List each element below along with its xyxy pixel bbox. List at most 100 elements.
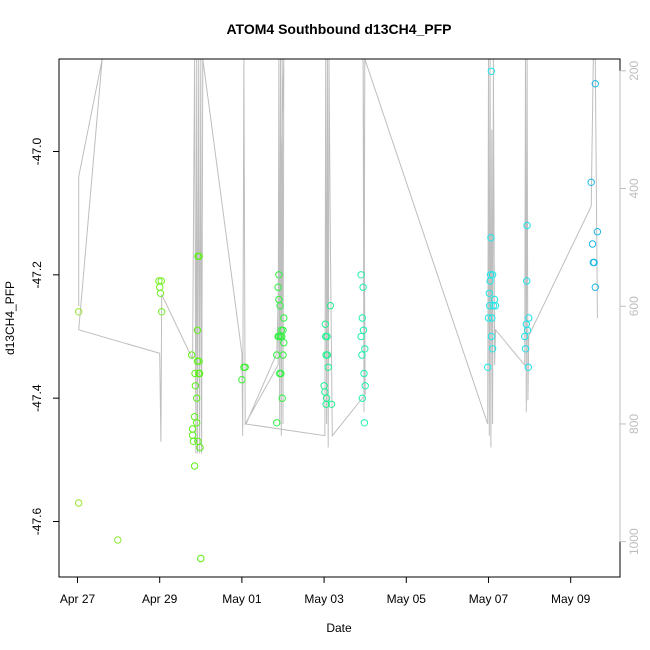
- data-point: [488, 345, 497, 353]
- data-point: [156, 289, 165, 297]
- data-point: [190, 462, 199, 470]
- data-point: [193, 419, 201, 427]
- data-point: [487, 67, 496, 76]
- data-point: [191, 369, 199, 378]
- data-point: [195, 252, 203, 260]
- x-axis-label: Date: [326, 621, 352, 635]
- data-point: [327, 400, 336, 408]
- line-series: [78, 59, 598, 454]
- data-point: [273, 419, 281, 427]
- y-axis-right: 200 400 600 800 1000: [619, 60, 641, 555]
- data-point: [357, 271, 365, 279]
- data-point: [324, 363, 332, 371]
- data-point: [593, 228, 602, 236]
- data-point: [588, 240, 597, 248]
- y2-tick-label: 200: [627, 60, 641, 80]
- data-point: [280, 314, 288, 322]
- y2-tick-label: 600: [627, 296, 641, 316]
- chart-title: ATOM4 Southbound d13CH4_PFP: [226, 21, 451, 37]
- y2-tick-label: 1000: [627, 528, 641, 555]
- data-point: [361, 382, 369, 390]
- data-point: [279, 326, 287, 334]
- data-point: [197, 554, 205, 563]
- x-tick-label: May 01: [222, 592, 262, 606]
- data-point: [484, 314, 493, 322]
- y-axis-left: -47.0 -47.2 -47.4 -47.6: [30, 138, 60, 536]
- data-point: [360, 369, 368, 378]
- data-point: [590, 258, 598, 267]
- data-point: [360, 419, 369, 427]
- data-point: [75, 308, 83, 316]
- data-point: [279, 351, 287, 359]
- x-tick-label: May 09: [551, 592, 591, 606]
- x-tick-label: May 07: [469, 592, 509, 606]
- data-point: [357, 332, 365, 341]
- data-point: [591, 283, 599, 291]
- data-point: [274, 283, 282, 291]
- data-point: [158, 308, 166, 316]
- data-point: [280, 339, 288, 347]
- data-point: [75, 499, 83, 507]
- data-point: [196, 443, 204, 452]
- data-point: [491, 302, 500, 310]
- data-point: [358, 314, 366, 322]
- data-point: [114, 536, 122, 544]
- data-point: [486, 271, 495, 279]
- x-axis: Apr 27 Apr 29 May 01 May 03 May 05 May 07 May …: [60, 576, 591, 606]
- x-tick-label: May 05: [387, 592, 427, 606]
- y-tick-label: -47.0: [30, 138, 44, 166]
- data-point: [488, 314, 496, 322]
- data-point: [276, 302, 284, 310]
- data-point: [487, 332, 496, 341]
- data-point: [195, 369, 204, 378]
- data-point: [358, 351, 366, 359]
- data-point: [277, 369, 285, 378]
- line-series-layer: [78, 59, 598, 454]
- y-tick-label: -47.6: [30, 508, 44, 536]
- data-point: [322, 394, 331, 402]
- x-tick-label: Apr 27: [60, 592, 96, 606]
- data-point: [275, 271, 283, 279]
- data-point: [587, 178, 595, 187]
- data-point: [523, 277, 531, 285]
- data-point: [359, 283, 367, 291]
- y2-tick-label: 800: [627, 414, 641, 434]
- x-tick-label: May 03: [304, 592, 344, 606]
- data-point: [521, 345, 530, 353]
- plot-area: [75, 59, 602, 563]
- y-tick-label: -47.4: [30, 384, 44, 412]
- data-point: [241, 363, 249, 371]
- data-point: [188, 351, 196, 359]
- data-point: [321, 320, 329, 328]
- data-point: [238, 376, 246, 384]
- data-point: [157, 277, 166, 285]
- data-point: [323, 351, 332, 359]
- data-point: [487, 234, 495, 242]
- data-point: [484, 363, 492, 371]
- data-point: [193, 326, 202, 334]
- data-point: [195, 357, 203, 365]
- data-point: [591, 80, 599, 88]
- x-tick-label: Apr 29: [142, 592, 178, 606]
- y2-tick-label: 400: [627, 178, 641, 198]
- data-point: [191, 382, 200, 390]
- data-point: [278, 394, 286, 402]
- data-point: [523, 326, 532, 334]
- data-point: [485, 289, 493, 297]
- data-point: [189, 437, 198, 445]
- data-point: [524, 363, 532, 371]
- data-point: [523, 221, 531, 230]
- data-point: [521, 332, 529, 341]
- points-layer: [75, 67, 602, 563]
- data-point: [359, 326, 368, 334]
- data-point: [326, 302, 334, 310]
- data-point: [361, 345, 369, 353]
- data-point: [488, 271, 497, 279]
- data-point: [525, 314, 533, 322]
- data-point: [193, 394, 201, 402]
- data-point: [358, 394, 366, 402]
- y-tick-label: -47.2: [30, 261, 44, 289]
- data-point: [486, 302, 494, 310]
- y-axis-label: d13CH4_PFP: [3, 281, 17, 355]
